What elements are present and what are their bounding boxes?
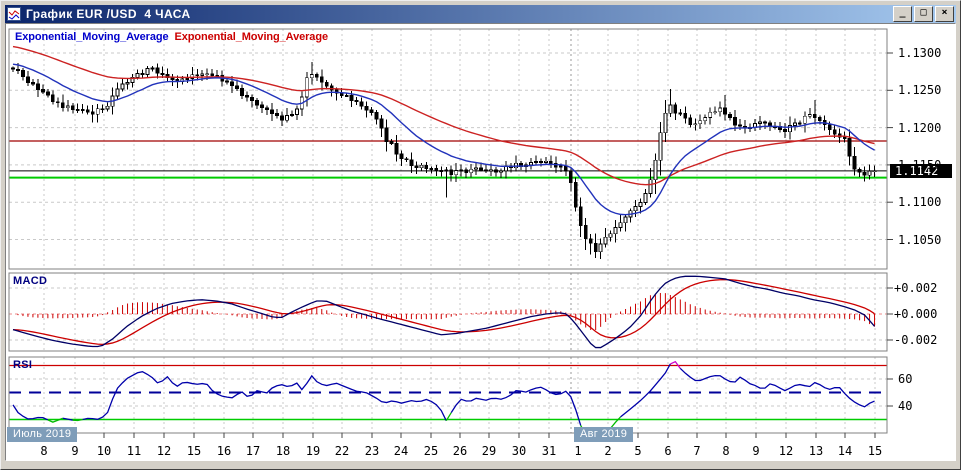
rsi-panel [9,357,887,433]
window-controls: _ □ × [893,6,954,22]
maximize-button[interactable]: □ [914,6,933,22]
ema-slow-line [12,45,875,186]
candles [11,61,877,259]
window-chart-icon [7,7,21,21]
macd-signal-line [12,278,875,346]
window-title: График EUR /USD 4 ЧАСА [26,7,191,21]
close-button[interactable]: × [935,6,954,22]
price-panel [9,29,887,269]
title-bar[interactable]: График EUR /USD 4 ЧАСА _ □ × [5,5,956,23]
ema-fast-line [12,63,875,216]
macd-panel [9,273,887,351]
macd-main-line [12,275,876,349]
minimize-button[interactable]: _ [893,6,912,22]
axes [8,28,893,438]
